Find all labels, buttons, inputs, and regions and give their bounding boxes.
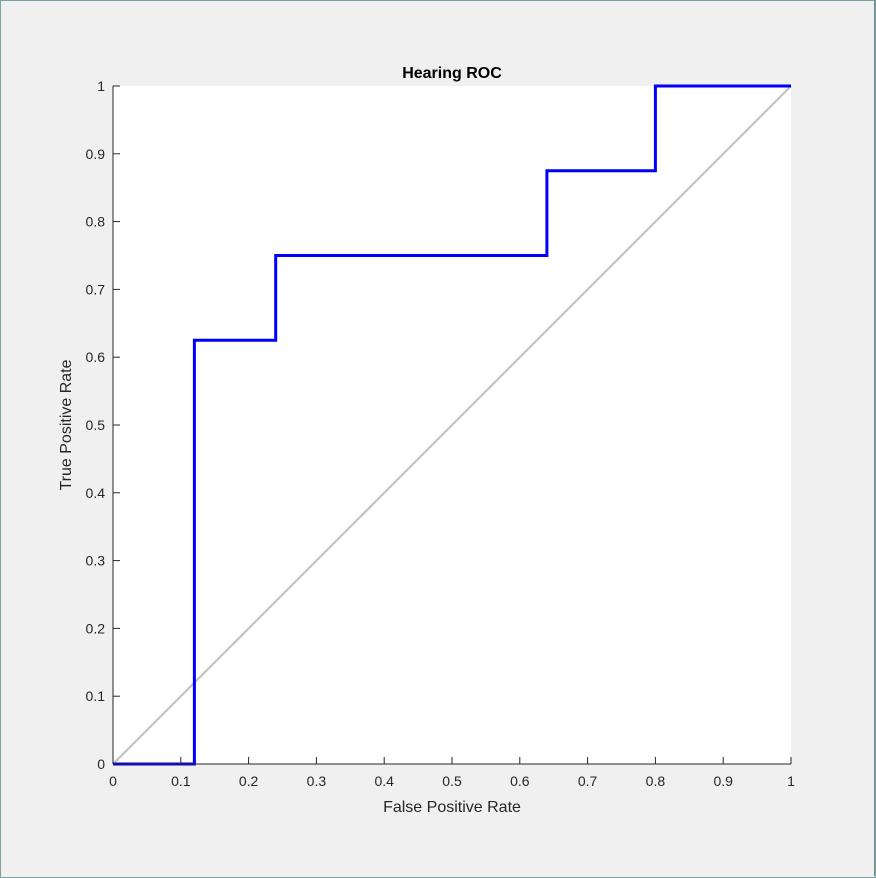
x-tick-label: 0.8 — [646, 773, 666, 789]
x-tick-label: 0.9 — [713, 773, 733, 789]
chart-title: Hearing ROC — [402, 65, 502, 82]
y-tick-label: 1 — [97, 78, 105, 94]
window-edge — [874, 0, 875, 876]
x-tick-label: 0.2 — [239, 773, 259, 789]
y-tick-label: 0 — [97, 756, 105, 772]
roc-curve-line — [113, 84, 791, 766]
x-tick-labels: 0 0.1 0.2 0.3 0.4 0.5 0.6 0.7 0.8 0.9 1 — [109, 773, 795, 789]
x-tick-label: 0.5 — [442, 773, 462, 789]
x-tick-label: 0 — [109, 773, 117, 789]
x-axis-label: False Positive Rate — [383, 799, 521, 816]
y-tick-label: 0.6 — [86, 349, 106, 365]
y-tick-label: 0.4 — [86, 485, 106, 501]
y-tick-label: 0.3 — [86, 553, 106, 569]
y-tick-label: 0.7 — [86, 281, 106, 297]
y-tick-label: 0.1 — [86, 688, 106, 704]
x-tick-label: 0.6 — [510, 773, 530, 789]
series-layer — [112, 84, 792, 766]
x-tick-label: 0.3 — [307, 773, 327, 789]
y-tick-label: 0.9 — [86, 146, 106, 162]
y-axis-label: True Positive Rate — [58, 359, 75, 490]
x-tick-label: 0.7 — [578, 773, 598, 789]
x-tick-label: 0.1 — [171, 773, 191, 789]
y-tick-label: 0.8 — [86, 214, 106, 230]
y-tick-label: 0.5 — [86, 417, 106, 433]
x-tick-label: 1 — [787, 773, 795, 789]
y-tick-label: 0.2 — [86, 620, 106, 636]
y-tick-labels: 0 0.1 0.2 0.3 0.4 0.5 0.6 0.7 0.8 0.9 1 — [86, 78, 106, 772]
chance-diagonal-line — [112, 85, 792, 765]
axes-layer — [112, 85, 792, 765]
x-tick-label: 0.4 — [374, 773, 394, 789]
